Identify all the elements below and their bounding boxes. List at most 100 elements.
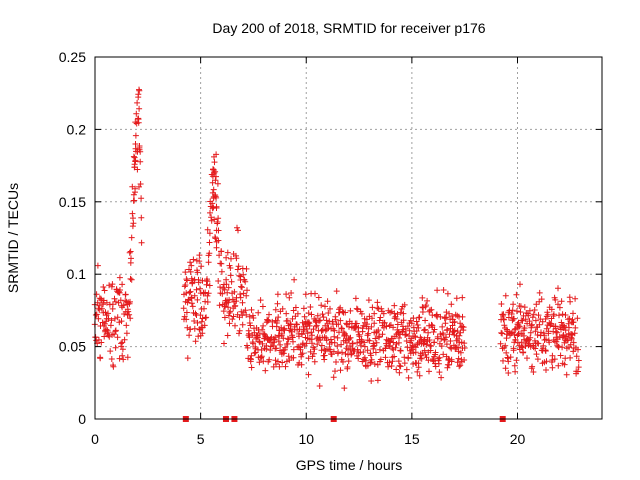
data-point [400, 317, 407, 324]
data-point [228, 255, 234, 262]
data-point [517, 309, 524, 315]
data-point [529, 321, 535, 328]
data-point [218, 260, 225, 267]
data-point [300, 305, 307, 312]
data-point [217, 284, 224, 291]
data-point [100, 284, 107, 290]
data-point [132, 132, 139, 139]
data-point [205, 259, 212, 266]
data-point [231, 288, 238, 295]
data-point [527, 334, 534, 341]
data-point [276, 363, 283, 370]
data-point [309, 353, 316, 360]
data-point [297, 346, 304, 353]
data-point [213, 194, 220, 201]
data-point [101, 287, 108, 294]
data-point [421, 347, 428, 354]
data-point [409, 342, 416, 349]
data-point [513, 291, 520, 298]
data-point [187, 268, 194, 275]
data-point [349, 340, 356, 347]
data-point [505, 314, 512, 321]
data-point [339, 308, 346, 315]
data-point [304, 330, 311, 337]
data-point [204, 299, 211, 305]
data-point [531, 307, 538, 313]
data-point [248, 352, 255, 359]
data-point [308, 329, 315, 336]
data-point [501, 316, 507, 323]
data-point [191, 318, 198, 324]
data-point [209, 189, 216, 196]
data-point [346, 323, 352, 330]
data-point [528, 322, 535, 329]
data-point [254, 334, 261, 341]
data-point [196, 258, 203, 265]
data-point [542, 348, 549, 354]
data-point [517, 303, 524, 310]
data-point [433, 312, 440, 319]
data-point [510, 301, 517, 308]
y-tick-label: 0.1 [67, 266, 87, 282]
data-point [322, 327, 329, 334]
data-point [223, 281, 230, 288]
data-point [318, 342, 325, 349]
data-point [218, 268, 225, 275]
data-point [386, 322, 393, 329]
data-point [237, 291, 244, 298]
data-point [226, 320, 233, 327]
data-point [283, 291, 290, 298]
data-point [127, 275, 134, 282]
data-point [273, 345, 280, 352]
data-point [191, 292, 198, 299]
data-point [206, 239, 213, 246]
data-point [374, 299, 381, 306]
data-point [435, 360, 442, 367]
data-point [365, 330, 372, 337]
data-point [112, 344, 119, 351]
data-point [132, 189, 138, 196]
data-point [431, 326, 438, 333]
data-point [434, 333, 441, 340]
data-point [359, 325, 366, 332]
data-point [556, 312, 562, 319]
data-point [258, 353, 265, 360]
data-point [374, 305, 381, 311]
data-point [424, 297, 431, 304]
data-point [379, 331, 386, 338]
data-point [530, 369, 537, 375]
data-point [526, 307, 533, 314]
data-point [97, 355, 104, 362]
data-point [236, 272, 243, 279]
data-point [354, 346, 361, 353]
data-point [258, 354, 265, 361]
data-point [560, 322, 567, 329]
data-point [130, 153, 137, 160]
data-point [532, 328, 539, 335]
data-point [275, 314, 282, 321]
data-point [187, 259, 194, 266]
data-point [198, 318, 205, 325]
data-point [508, 311, 515, 317]
data-point [323, 317, 330, 324]
data-point [92, 334, 99, 341]
data-point [377, 314, 384, 321]
data-point [438, 343, 445, 350]
data-point [186, 332, 193, 339]
data-point [394, 321, 401, 328]
data-point [210, 186, 217, 193]
data-point [431, 339, 438, 346]
data-point [318, 302, 325, 309]
data-point [444, 290, 451, 297]
data-point [443, 334, 450, 341]
data-point [225, 312, 232, 319]
data-point [339, 325, 345, 332]
data-point [110, 363, 117, 370]
data-point [298, 351, 305, 358]
data-point [574, 368, 581, 375]
data-point [138, 239, 145, 246]
data-point [548, 306, 555, 313]
data-point [391, 302, 398, 309]
data-point [282, 344, 289, 351]
data-point [232, 302, 239, 309]
